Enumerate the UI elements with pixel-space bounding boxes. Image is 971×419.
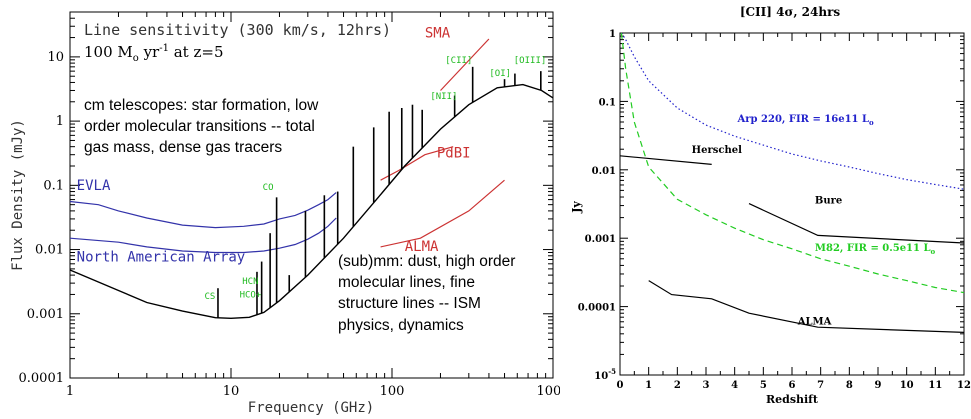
label-bure: Bure xyxy=(815,196,842,207)
right-x-tick-label: 6 xyxy=(789,380,796,391)
series-herschel xyxy=(619,155,712,165)
right-y-tick-label: 10-5 xyxy=(594,367,616,382)
right-x-tick-label: 3 xyxy=(703,380,710,391)
curve-label: North American Array xyxy=(77,250,246,266)
left-y-tick-label: 0.01 xyxy=(35,243,64,258)
series-bure xyxy=(748,203,965,244)
arp220-label: Arp 220, FIR = 16e11 Lo xyxy=(737,114,874,127)
left-y-tick-label: 1 xyxy=(56,114,64,129)
label-herschel: Herschel xyxy=(692,145,742,156)
left-y-tick-label: 10 xyxy=(47,50,64,65)
right-x-tick-label: 8 xyxy=(846,380,853,391)
series-alma xyxy=(380,179,505,248)
right-title: [CII] 4σ, 24hrs xyxy=(740,5,841,19)
left-title-line2: 100 Mo yr-1 at z=5 xyxy=(84,43,224,64)
svg-text:order molecular transitions --: order molecular transitions -- total xyxy=(84,118,315,135)
left-title-line1: Line sensitivity (300 km/s, 12hrs) xyxy=(84,21,391,39)
right-y-tick-label: 0.1 xyxy=(599,97,616,108)
curve-label: PdBI xyxy=(437,146,471,162)
m82-label: M82, FIR = 0.5e11 Lo xyxy=(815,243,936,256)
series-arp-220 xyxy=(620,32,965,190)
left-plot-frame xyxy=(69,11,554,379)
curve-label: EVLA xyxy=(77,178,111,194)
emission-line-label: [OIII] xyxy=(514,56,547,66)
left-y-axis-label: Flux Density (mJy) xyxy=(10,119,26,271)
series-m82 xyxy=(620,32,965,294)
annotation-cm: cm telescopes: star formation, low order… xyxy=(84,97,319,156)
label-alma: ALMA xyxy=(797,316,832,327)
right-x-tick-label: 0 xyxy=(617,380,624,391)
right-x-axis-label: Redshift xyxy=(766,393,819,406)
svg-text:(sub)mm: dust, high order: (sub)mm: dust, high order xyxy=(338,253,515,270)
right-x-tick-label: 2 xyxy=(674,380,681,391)
left-x-axis-label: Frequency (GHz) xyxy=(248,400,374,416)
series-sma xyxy=(440,38,490,91)
right-y-axis-label: Jy xyxy=(570,201,583,214)
emission-line-label: HCN xyxy=(242,277,258,287)
series-evla xyxy=(69,192,337,229)
right-x-tick-label: 11 xyxy=(928,380,942,391)
emission-line-label: CS xyxy=(205,292,216,302)
left-x-tick-label: 10 xyxy=(223,384,240,399)
svg-text:cm telescopes: star formation,: cm telescopes: star formation, low xyxy=(84,97,319,114)
right-x-tick-label: 9 xyxy=(875,380,882,391)
emission-line-label: [OI] xyxy=(489,69,511,79)
left-y-tick-label: 0.1 xyxy=(43,178,64,193)
svg-text:gas mass, dense gas tracers: gas mass, dense gas tracers xyxy=(84,139,282,156)
right-y-tick-label: 0.001 xyxy=(585,234,616,245)
right-y-tick-label: 1 xyxy=(609,29,616,40)
annotation-submm: (sub)mm: dust, high order molecular line… xyxy=(338,253,515,334)
series-alma xyxy=(648,280,965,333)
right-y-tick-label: 0.0001 xyxy=(578,303,616,314)
right-x-tick-label: 4 xyxy=(731,380,738,391)
left-x-tick-label: 1 xyxy=(66,384,74,399)
left-y-tick-label: 0.0001 xyxy=(19,371,65,386)
series-north-american-array xyxy=(69,217,337,254)
right-plot-frame xyxy=(619,32,965,376)
svg-text:molecular lines, fine: molecular lines, fine xyxy=(338,274,475,291)
emission-line-label: [NII] xyxy=(430,92,457,102)
curve-label: ALMA xyxy=(405,239,439,255)
right-y-tick-label: 0.01 xyxy=(592,166,616,177)
right-x-tick-label: 10 xyxy=(900,380,914,391)
right-x-tick-label: 7 xyxy=(817,380,824,391)
series-continuum xyxy=(69,83,554,320)
svg-text:physics, dynamics: physics, dynamics xyxy=(338,317,464,334)
left-y-tick-label: 0.001 xyxy=(27,307,64,322)
curve-label: SMA xyxy=(425,26,451,42)
right-x-tick-label: 1 xyxy=(645,380,652,391)
svg-text:structure lines -- ISM: structure lines -- ISM xyxy=(338,295,481,312)
emission-line-label: CO xyxy=(263,183,274,193)
emission-line-label: HCO+ xyxy=(240,290,262,300)
left-x-tick-label: 100 xyxy=(380,384,405,399)
emission-line-label: [CII] xyxy=(445,56,472,66)
right-x-tick-label: 5 xyxy=(760,380,767,391)
right-x-tick-label: 12 xyxy=(957,380,971,391)
redshift-jy-chart: [CII] 4σ, 24hrs 0 1 2 3 4 5 6 7 8 9 10 11 1210-50.00… xyxy=(570,5,971,406)
